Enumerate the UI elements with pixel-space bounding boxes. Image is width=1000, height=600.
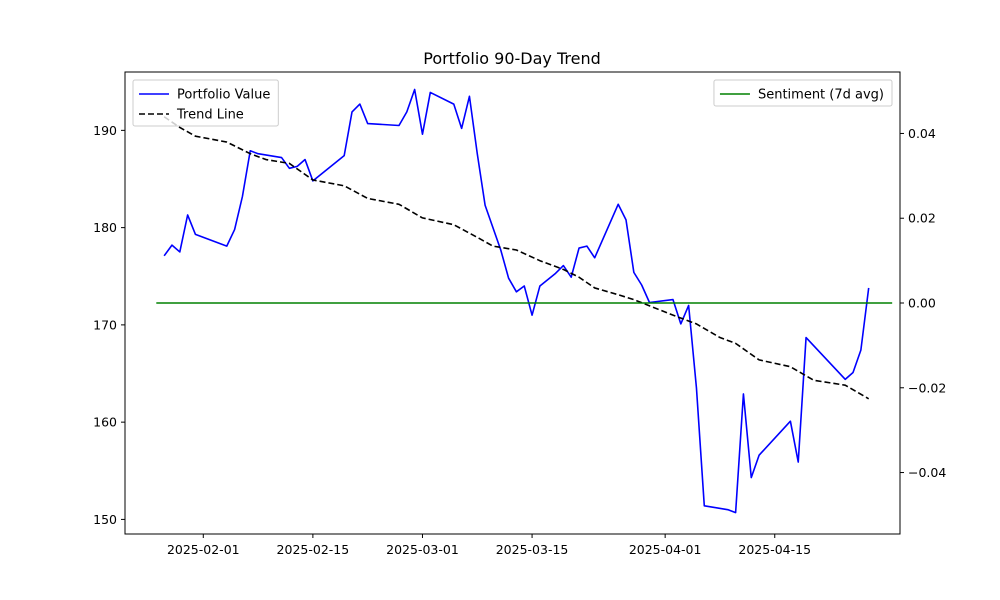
- y-left-tick-label: 190: [93, 123, 117, 138]
- legend-label: Trend Line: [176, 108, 244, 123]
- y-right-tick-label: −0.02: [908, 380, 946, 395]
- legend-right: Sentiment (7d avg): [713, 79, 893, 107]
- plot-lines: [156, 88, 893, 514]
- legend-left: Portfolio Value Trend Line: [132, 79, 279, 127]
- y-right-tick-label: 0.00: [908, 296, 936, 311]
- x-tick-label: 2025-04-15: [738, 542, 811, 557]
- y-left-tick-label: 180: [93, 220, 117, 235]
- x-tick-label: 2025-03-15: [496, 542, 569, 557]
- legend-label: Portfolio Value: [177, 88, 270, 103]
- y-left-tick-label: 150: [93, 512, 117, 527]
- x-tick-label: 2025-04-01: [629, 542, 702, 557]
- legend-label: Sentiment (7d avg): [758, 88, 884, 103]
- series-line-1: [163, 116, 870, 400]
- y-left-tick-label: 160: [93, 415, 117, 430]
- y-axis-left: 150 160 170 180 190: [93, 123, 125, 527]
- series-line-0: [163, 88, 870, 514]
- y-right-tick-label: 0.04: [908, 126, 936, 141]
- legend-box: [713, 79, 893, 107]
- x-tick-label: 2025-02-01: [167, 542, 240, 557]
- x-axis: 2025-02-01 2025-02-15 2025-03-01 2025-03-15…: [167, 534, 811, 557]
- y-right-tick-label: 0.02: [908, 211, 936, 226]
- y-left-tick-label: 170: [93, 317, 117, 332]
- chart-title: Portfolio 90-Day Trend: [423, 49, 601, 68]
- x-tick-label: 2025-02-15: [277, 542, 350, 557]
- y-axis-right: −0.04 −0.02 0.00 0.02 0.04: [900, 126, 946, 480]
- legend-box: [132, 79, 279, 127]
- y-right-tick-label: −0.04: [908, 465, 946, 480]
- x-tick-label: 2025-03-01: [386, 542, 459, 557]
